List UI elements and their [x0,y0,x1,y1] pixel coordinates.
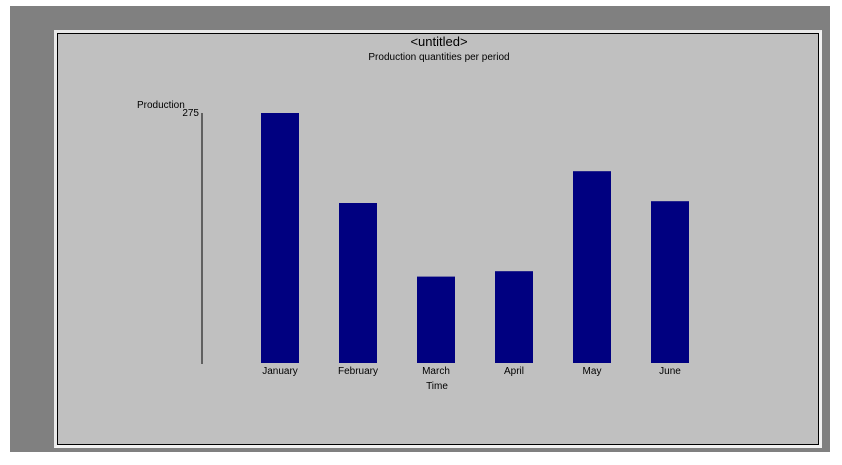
chart-subtitle: Production quantities per period [368,52,509,63]
x-tick-label-june: June [659,366,681,377]
x-tick-label-may: May [583,366,602,377]
bar-chart: <untitled> Production quantities per per… [137,34,689,392]
bar-may [573,171,611,363]
bar-march [417,276,455,363]
chart-panel: <untitled> Production quantities per per… [54,30,822,448]
y-tick-label-max: 275 [182,108,199,119]
x-tick-label-march: March [422,366,450,377]
x-tick-labels: January February March April May June [262,366,681,377]
x-axis-label: Time [426,381,448,392]
chart-window: <untitled> Production quantities per per… [10,6,830,452]
bars-group [261,113,689,363]
x-tick-label-january: January [262,366,298,377]
x-tick-label-april: April [504,366,524,377]
bar-february [339,203,377,363]
bar-january [261,113,299,363]
bar-april [495,271,533,363]
y-axis-label: Production [137,100,185,111]
chart-title: <untitled> [410,34,467,49]
chart-frame [57,33,819,445]
bar-june [651,201,689,363]
x-tick-label-february: February [338,366,378,377]
